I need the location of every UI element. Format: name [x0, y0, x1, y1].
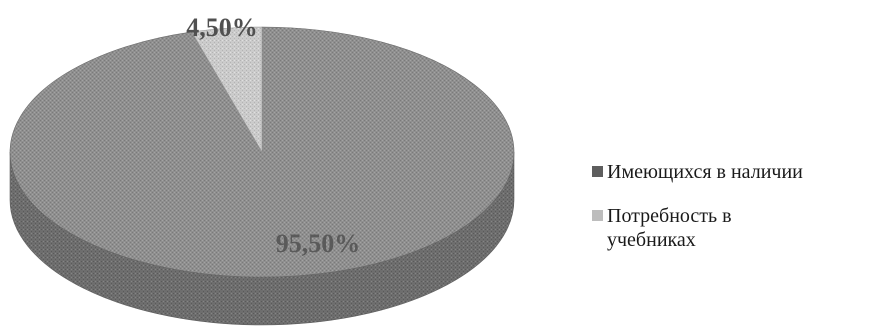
legend-item-available: Имеющихся в наличии — [592, 160, 872, 184]
legend-item-need: Потребность в учебниках — [592, 204, 872, 252]
data-label-large-slice: 95,50% — [276, 229, 361, 258]
legend-label-available: Имеющихся в наличии — [607, 161, 803, 183]
legend-label-need: Потребность в учебниках — [607, 205, 732, 251]
legend: Имеющихся в наличии Потребность в учебни… — [592, 160, 872, 272]
pie-layer — [9, 26, 515, 326]
pie-chart: 4,50% 95,50% — [9, 13, 515, 326]
pie-slice-need — [191, 26, 263, 154]
legend-swatch-available — [592, 166, 603, 177]
legend-swatch-need — [592, 210, 603, 221]
data-label-small-slice: 4,50% — [186, 13, 258, 42]
